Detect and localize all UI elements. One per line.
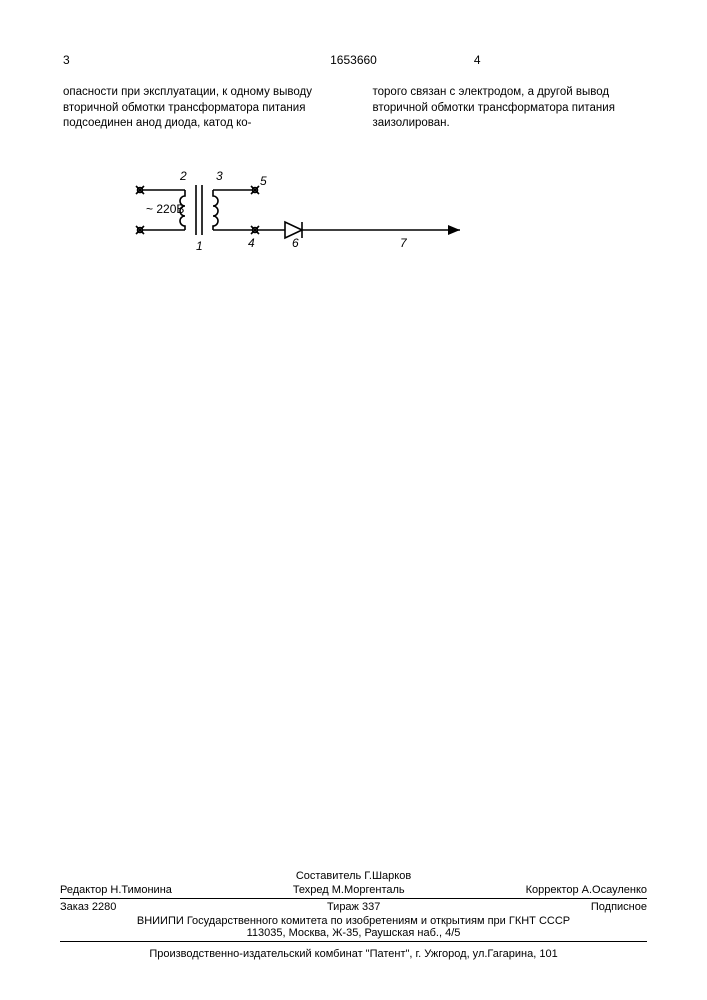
subscribe: Подписное — [591, 901, 647, 913]
page-number-right: 4 — [454, 52, 645, 68]
label-2: 2 — [179, 169, 187, 183]
voltage-label: ~ 220В — [146, 202, 184, 216]
tirazh: Тираж 337 — [327, 901, 380, 913]
circuit-figure: 2 3 5 1 4 6 7 ~ 220В — [130, 165, 647, 270]
footer-block: Составитель Г.Шарков Редактор Н.Тимонина… — [60, 870, 647, 960]
corrector: Корректор А.Осауленко — [526, 884, 647, 896]
column-left: опасности при эксплуатации, к одному выв… — [62, 84, 353, 133]
print-line: Производственно-издательский комбинат "П… — [60, 948, 647, 960]
page: 3 1653660 4 опасности при эксплуатации, … — [0, 0, 707, 1000]
label-1: 1 — [196, 239, 203, 253]
addr-line: 113035, Москва, Ж-35, Раушская наб., 4/5 — [60, 927, 647, 942]
composer-line: Составитель Г.Шарков — [60, 870, 647, 882]
order: Заказ 2280 — [60, 901, 116, 913]
text-columns: опасности при эксплуатации, к одному выв… — [60, 82, 647, 135]
editor: Редактор Н.Тимонина — [60, 884, 172, 896]
column-right: торого связан с электродом, а другой выв… — [355, 84, 646, 133]
header-row: 3 1653660 4 — [60, 50, 647, 70]
label-5: 5 — [260, 174, 267, 188]
label-3: 3 — [216, 169, 223, 183]
patent-number: 1653660 — [255, 52, 452, 68]
techred: Техред М.Моргенталь — [293, 884, 405, 896]
order-row: Заказ 2280 Тираж 337 Подписное — [60, 899, 647, 915]
label-4: 4 — [248, 236, 255, 250]
page-number-left: 3 — [62, 52, 253, 68]
label-7: 7 — [400, 236, 408, 250]
org-line: ВНИИПИ Государственного комитета по изоб… — [60, 915, 647, 927]
label-6: 6 — [292, 236, 299, 250]
credits-row: Редактор Н.Тимонина Техред М.Моргенталь … — [60, 884, 647, 899]
